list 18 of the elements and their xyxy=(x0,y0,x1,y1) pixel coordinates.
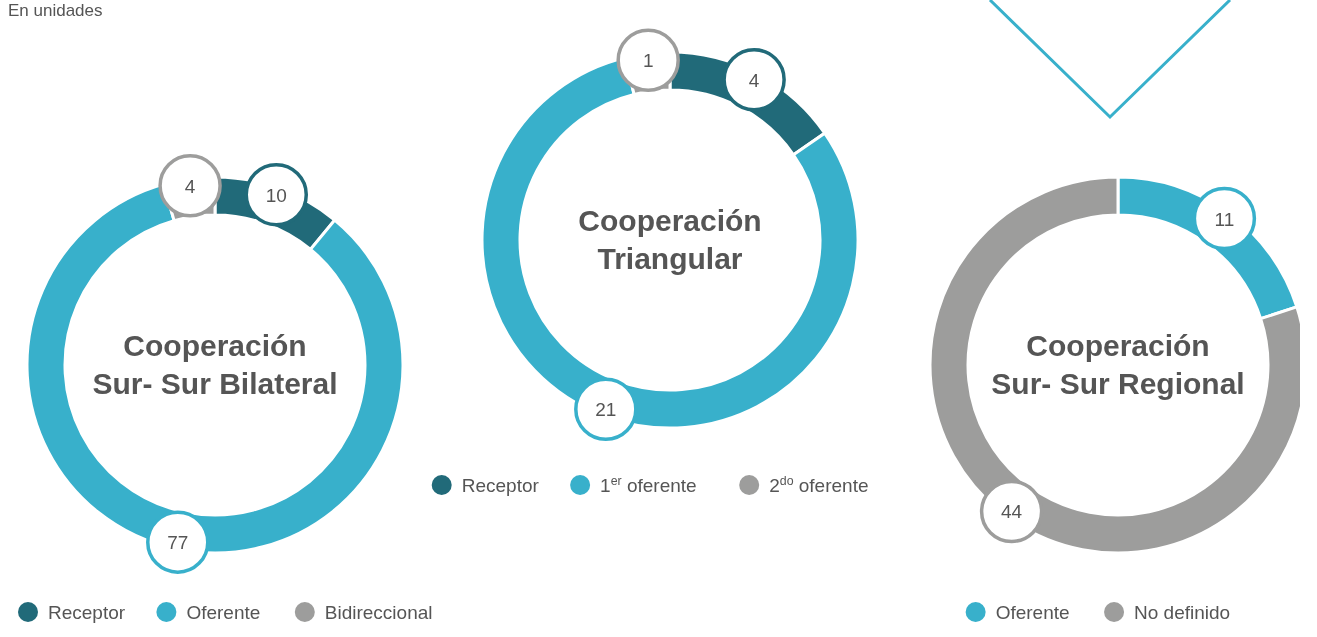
data-label: 77 xyxy=(167,532,189,554)
chart-subtitle: En unidades xyxy=(8,1,103,20)
legend-label: 1$^{er}$ oferente xyxy=(600,474,697,496)
legend-label: Oferente xyxy=(186,602,261,623)
data-label: 4 xyxy=(748,69,760,91)
legend-label: 2$^{do}$ oferente xyxy=(769,474,869,496)
legend-label: No definido xyxy=(1134,602,1231,623)
text: Cooperación Sur- Sur Regional xyxy=(991,329,1245,400)
data-label: 10 xyxy=(265,184,287,206)
data-label: 21 xyxy=(595,399,617,421)
data-label: 44 xyxy=(1001,501,1023,523)
legend-label: Bidireccional xyxy=(324,602,433,623)
legend-label: Oferente xyxy=(995,602,1070,623)
text: Cooperación Sur- Sur Bilateral xyxy=(92,329,338,400)
legend-label: Receptor xyxy=(48,602,126,623)
text: Cooperación Triangular xyxy=(578,204,762,275)
legend-label: Receptor xyxy=(461,475,540,496)
data-label: 11 xyxy=(1214,208,1235,230)
